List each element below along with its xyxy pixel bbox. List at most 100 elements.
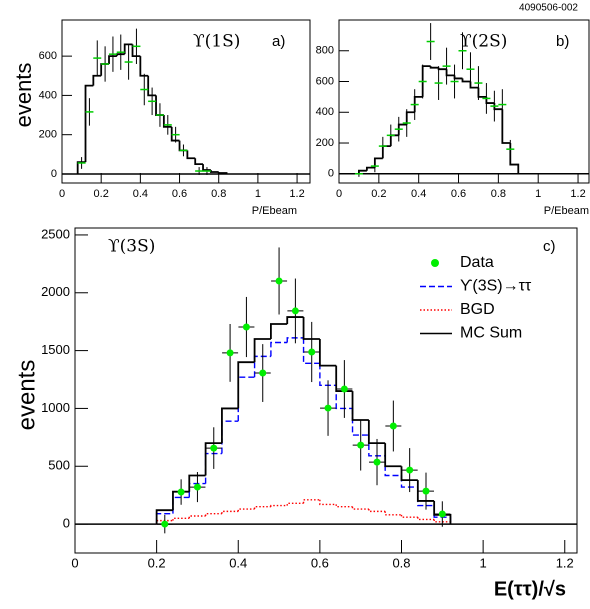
histogram-step [253, 338, 271, 363]
histogram-step [319, 499, 337, 506]
histogram-step [365, 166, 375, 171]
data-point [210, 444, 218, 452]
plot-frame [74, 227, 578, 554]
legend-label: Data [460, 254, 494, 271]
histogram-step [188, 474, 206, 492]
data-point [226, 349, 234, 357]
histogram-step [147, 75, 157, 97]
histogram-step [209, 170, 219, 173]
histogram-step [368, 509, 386, 513]
histogram-step [237, 361, 255, 409]
data-point [275, 277, 283, 285]
y-tick-label: 2500 [41, 226, 70, 241]
panel-title: ϒ(2S) [460, 32, 507, 52]
histogram-step [437, 67, 447, 71]
y-tick-label: 0 [63, 516, 70, 531]
histogram-step [139, 56, 149, 77]
histogram-step [237, 508, 255, 512]
x-tick-label: 1.2 [570, 188, 585, 200]
histogram-step [351, 408, 369, 436]
panel-label: b) [556, 33, 569, 50]
y-tick-label: 1500 [41, 342, 70, 357]
x-tick-label: 0.2 [371, 188, 386, 200]
histogram-step [221, 510, 239, 514]
histogram-step [384, 443, 402, 468]
histogram-step [417, 517, 435, 521]
histogram-step [286, 337, 304, 343]
histogram-step [155, 509, 173, 525]
histogram-step [416, 480, 435, 502]
x-axis-label: P/Ebeam [252, 205, 297, 217]
histogram-step [270, 323, 288, 340]
data-point [422, 487, 430, 495]
y-tick-label: 600 [316, 75, 334, 87]
histogram-step [351, 391, 369, 421]
y-tick-label: 400 [316, 106, 334, 118]
histogram-step [84, 84, 94, 163]
histogram-step [270, 341, 288, 357]
data-point [242, 323, 250, 331]
histogram-step [381, 145, 391, 159]
data-point [193, 483, 201, 491]
histogram-step [318, 339, 337, 367]
figure-id: 4090506-002 [519, 3, 578, 14]
data-point [438, 510, 446, 518]
histogram-step [221, 420, 239, 454]
histogram-step [453, 75, 463, 80]
data-point [389, 422, 397, 430]
y-tick-label: 1000 [41, 400, 70, 415]
data-point [357, 441, 365, 449]
histogram-step [162, 115, 172, 128]
x-axis-label: E(ττ)/√s [494, 578, 566, 600]
histogram-step [445, 69, 455, 77]
panel-title: ϒ(1S) [193, 32, 240, 52]
x-tick-label: 1 [255, 188, 261, 200]
histogram-step [108, 55, 117, 64]
histogram-step [172, 517, 190, 521]
data-point [259, 369, 267, 377]
histogram-step [204, 512, 222, 516]
x-tick-label: 0.6 [172, 188, 187, 200]
histogram-step [270, 504, 288, 507]
data-point [340, 385, 348, 393]
histogram-step [429, 66, 439, 69]
histogram-step [335, 504, 353, 508]
histogram-step [384, 455, 402, 477]
panel-title: ϒ(3S) [108, 237, 155, 257]
histogram-step [302, 337, 320, 365]
histogram-step [188, 515, 206, 519]
data-point [177, 488, 185, 496]
y-tick-label: 400 [39, 89, 57, 101]
histogram-step [286, 502, 304, 506]
y-axis-label: events [13, 360, 40, 431]
histogram-step [368, 435, 386, 457]
x-tick-label: 0.2 [148, 555, 166, 570]
histogram-step [351, 506, 369, 510]
histogram-step [509, 143, 520, 174]
histogram-step [302, 499, 320, 504]
x-tick-label: 1 [480, 555, 487, 570]
panel-label: a) [272, 33, 285, 50]
histogram-step [131, 44, 141, 58]
y-tick-label: 500 [48, 458, 70, 473]
histogram-step [123, 43, 133, 55]
data-point [406, 466, 414, 474]
histogram-step [319, 363, 337, 386]
plot-frame [61, 19, 311, 184]
x-tick-label: 0.8 [211, 188, 226, 200]
x-tick-label: 0.8 [392, 555, 410, 570]
y-tick-label: 800 [316, 45, 334, 57]
legend-label: BGD [460, 301, 495, 318]
histogram-step [194, 158, 204, 166]
y-tick-label: 2000 [41, 284, 70, 299]
histogram-step [221, 407, 239, 444]
histogram-step [202, 164, 211, 171]
data-point [373, 458, 381, 466]
histogram-step [302, 317, 320, 340]
histogram-step [400, 514, 418, 518]
histogram-step [501, 109, 511, 144]
histogram-step [204, 442, 222, 476]
histogram-step [335, 385, 353, 410]
x-tick-label: 0 [71, 555, 78, 570]
histogram-step [253, 506, 271, 510]
